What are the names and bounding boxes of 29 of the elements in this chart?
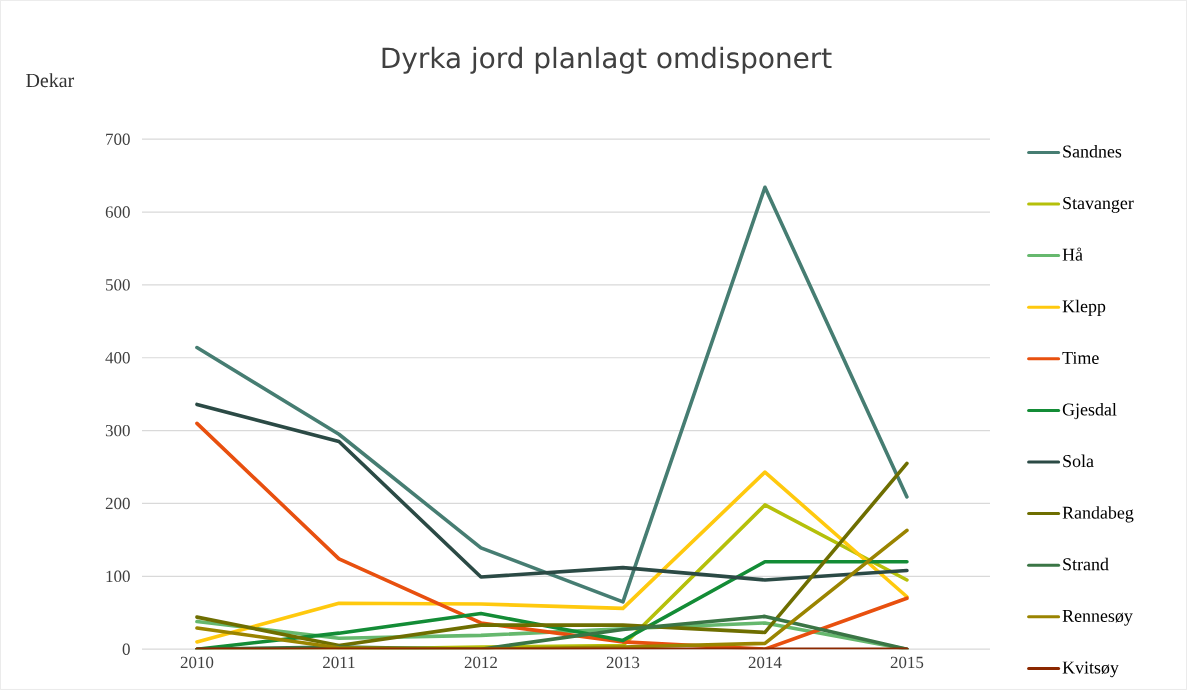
legend-label: Randabeg [1062, 506, 1134, 523]
y-tick-label: 300 [105, 424, 130, 437]
legend-label: Stavanger [1063, 197, 1134, 213]
x-tick-label: 2013 [606, 656, 640, 669]
y-tick-label: 200 [105, 497, 130, 510]
legend-label: Hå [1062, 247, 1083, 261]
chart-title: Dyrka jord planlagt omdisponert [382, 46, 832, 74]
x-tick-label: 2014 [748, 656, 782, 669]
legend-label: Klepp [1062, 299, 1106, 316]
y-tick-label: 100 [106, 570, 130, 583]
y-axis-title: Dekar [26, 73, 75, 88]
line-series [195, 185, 909, 604]
legend-label: Strand [1063, 557, 1109, 571]
y-tick-label: 0 [122, 643, 130, 655]
legend-label: Gjesdal [1062, 402, 1117, 420]
legend-label: Kvitsøy [1062, 661, 1119, 678]
y-tick-label: 400 [105, 352, 130, 364]
legend-label: Rennesøy [1062, 610, 1133, 626]
x-tick-label: 2010 [180, 656, 214, 669]
line-series [195, 402, 909, 582]
y-tick-label: 700 [106, 133, 130, 145]
legend-label: Sola [1063, 454, 1094, 468]
y-tick-label: 500 [106, 279, 130, 291]
legend-label: Time [1062, 351, 1099, 364]
x-tick-label: 2011 [323, 656, 355, 669]
y-tick-label: 600 [105, 206, 130, 218]
x-tick-label: 2015 [890, 656, 924, 669]
x-tick-label: 2012 [464, 656, 497, 669]
legend-label: Sandnes [1063, 144, 1122, 158]
